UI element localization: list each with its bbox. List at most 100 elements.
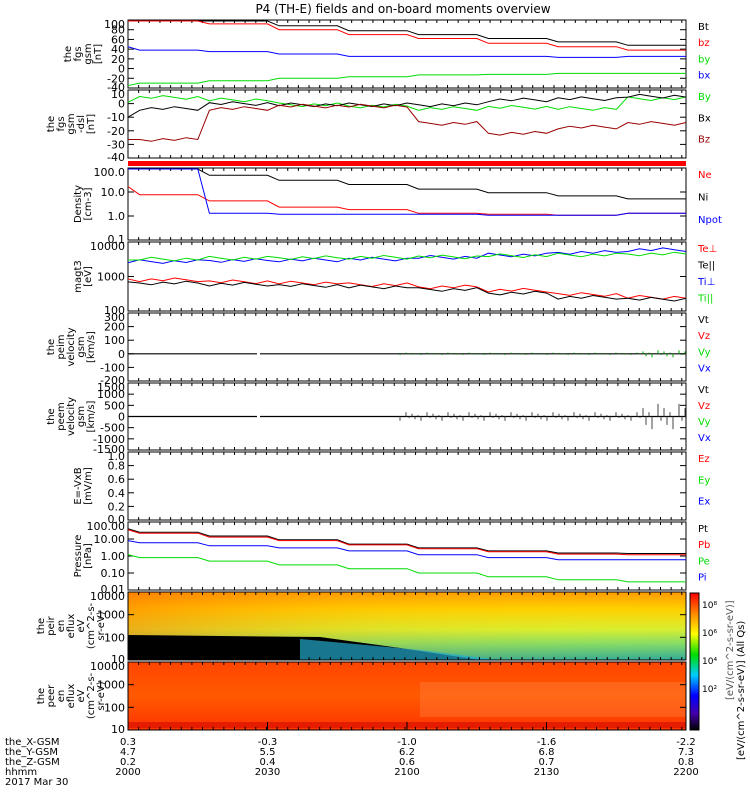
- legend-Te⊥: Te⊥: [697, 244, 717, 255]
- legend-Ez: Ez: [698, 454, 710, 465]
- trace-density-Npot: [128, 168, 686, 216]
- x-tick-label: 0.3: [120, 737, 136, 748]
- y-tick-label: 300: [104, 311, 125, 324]
- x-tick-label: -2.2: [676, 737, 696, 748]
- trace-fgs-dsl-Bx: [127, 93, 687, 118]
- y-tick-label: -1500: [93, 443, 125, 456]
- legend-Vz: Vz: [698, 401, 710, 412]
- y-axis-label-line: eflux: [66, 614, 77, 639]
- y-axis-label: the peem velocity gsm [km/s]: [46, 397, 97, 436]
- y-tick-label: 0: [118, 63, 125, 76]
- y-tick-label: -40: [107, 151, 125, 164]
- y-tick-label: 100: [104, 304, 125, 317]
- velocity-data-gap: [257, 350, 260, 357]
- y-tick-label: 0.4: [108, 487, 126, 500]
- y-axis-label-line: gsm: [76, 336, 87, 357]
- y-axis-label-line: peem: [56, 402, 67, 430]
- y-tick-label: 60: [111, 33, 125, 46]
- x-tick-label: 2100: [394, 767, 419, 778]
- date-label: 2017 Mar 30: [5, 777, 68, 788]
- colorbar-tick-label: 10⁴: [702, 657, 717, 667]
- y-axis-label-line: the: [36, 688, 47, 704]
- x-tick-label: 0.2: [120, 757, 136, 768]
- y-axis-label: E=-VxB [mV/m]: [73, 467, 94, 505]
- x-row-label: hhmm: [5, 767, 37, 778]
- y-tick-label: 100: [104, 18, 125, 31]
- y-tick-label: 10: [111, 653, 125, 666]
- y-tick-label: 40: [111, 43, 125, 56]
- y-tick-label: 10: [111, 723, 125, 736]
- y-tick-label: 100.00: [87, 520, 126, 533]
- legend-Te||: Te||: [697, 260, 715, 271]
- x-row-label: the_Y-GSM: [5, 747, 58, 758]
- y-axis-label-line: (cm^2-s-: [86, 672, 97, 719]
- x-row-label: the_Z-GSM: [5, 757, 60, 768]
- y-axis-label-line: [mV/m]: [83, 467, 94, 505]
- y-tick-label: -10: [107, 111, 125, 124]
- y-axis-label-line: Density: [73, 185, 84, 223]
- y-axis-label-line: en: [56, 620, 67, 633]
- x-tick-label: 2030: [255, 767, 280, 778]
- y-axis-label-line: magt3: [73, 260, 84, 293]
- x-tick-label: 0.8: [678, 757, 694, 768]
- y-tick-label: 0.1: [108, 233, 126, 246]
- y-tick-label: 0.10: [101, 567, 126, 580]
- y-tick-label: 500: [104, 399, 125, 412]
- panel-peer-spectrogram: 10000 1000 100 10 the peer en eflux eV (cm^2-s-sr…: [36, 660, 687, 736]
- y-tick-label: 1.0: [108, 210, 126, 223]
- y-tick-label: 0.8: [108, 460, 126, 473]
- legend-Vt: Vt: [698, 385, 709, 396]
- y-axis-label-line: fgs: [56, 116, 67, 131]
- panel-frame: [127, 19, 687, 89]
- y-tick-label: 1.0: [108, 450, 126, 463]
- panel-frame: [127, 451, 687, 521]
- panel-frame: [127, 591, 687, 661]
- panel-frame: [127, 241, 687, 312]
- trace-temperature-Ti||: [127, 251, 687, 262]
- y-axis-label-line: en: [56, 690, 67, 703]
- y-tick-label: 1500: [97, 381, 125, 394]
- y-tick-label: 0: [118, 411, 125, 424]
- legend-Pi: Pi: [698, 573, 707, 584]
- velocity-data-gap: [257, 413, 260, 420]
- legend-Pe: Pe: [698, 556, 710, 567]
- trace-temperature-Ti⊥: [127, 247, 687, 264]
- y-axis-label-line: gsm: [76, 406, 87, 427]
- trace-fgs-gsm-Bt: [128, 20, 686, 46]
- peer-spectrogram-fill: [128, 662, 686, 730]
- trace-temperature-Te⊥: [127, 277, 687, 300]
- y-axis-label-line: [km/s]: [86, 331, 97, 363]
- trace-density-Ni: [128, 168, 686, 200]
- y-tick-label: 0.6: [108, 473, 126, 486]
- legend-Bt: Bt: [698, 22, 709, 33]
- x-tick-label: 0.6: [399, 757, 415, 768]
- y-axis-label: Pressure [nPa]: [73, 535, 94, 578]
- panel-frame: [127, 167, 687, 241]
- page-title: P4 (TH-E) fields and on-board moments ov…: [255, 2, 550, 16]
- legend-bz: bz: [698, 38, 710, 49]
- y-axis-label-line: peer: [46, 684, 57, 708]
- y-tick-label: 0: [118, 98, 125, 111]
- x-tick-label: 0.4: [260, 757, 276, 768]
- colorbar-tick-label: 10⁸: [702, 601, 717, 611]
- y-axis-label-line: [eV]: [83, 266, 94, 287]
- y-axis-label-line: [nPa]: [83, 543, 94, 569]
- colorbar-tick-label: 10⁶: [702, 629, 717, 639]
- peer-spectrogram-band: [420, 682, 686, 717]
- y-tick-label: -20: [107, 125, 125, 138]
- y-tick-label: 10.0: [101, 186, 126, 199]
- panel-frame: [127, 312, 687, 382]
- y-tick-label: -1000: [93, 433, 125, 446]
- y-axis-label-line: [nT]: [93, 44, 104, 64]
- y-axis-label-line: [nT]: [86, 114, 97, 134]
- y-axis-label-line: the: [46, 408, 57, 424]
- y-axis-label-line: eV: [76, 619, 87, 632]
- legend-Vx: Vx: [698, 364, 711, 375]
- x-tick-label: -0.3: [258, 737, 278, 748]
- y-tick-label: 10000: [90, 660, 125, 673]
- y-tick-label: 100.0: [94, 166, 126, 179]
- x-tick-label: 6.2: [399, 747, 415, 758]
- y-axis-label-line: -dsl: [76, 115, 87, 133]
- x-tick-label: -1.6: [537, 737, 557, 748]
